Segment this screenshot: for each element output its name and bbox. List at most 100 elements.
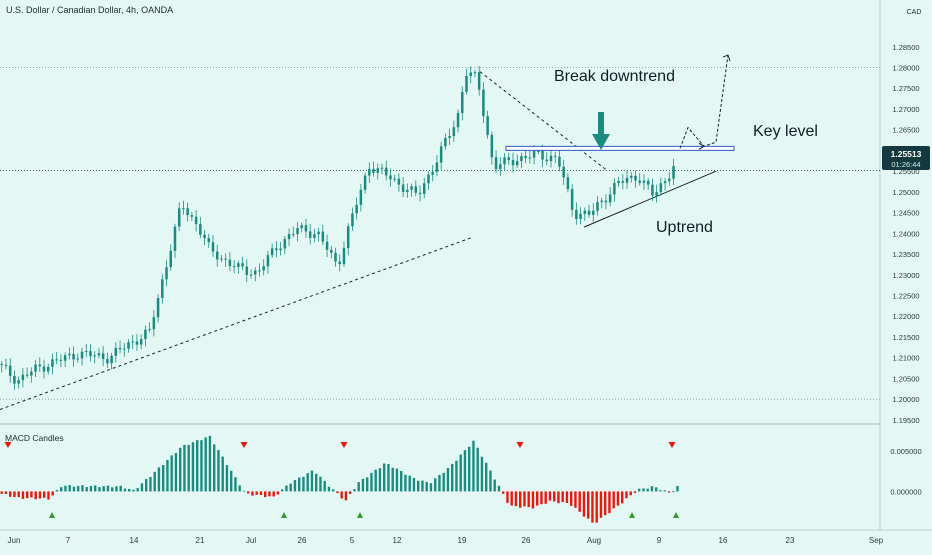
candle-body [630,175,633,178]
candle-body [173,226,177,251]
macd-bar [170,455,173,492]
macd-bar [663,490,666,492]
macd-bar [225,465,229,492]
candle-body [380,167,384,169]
macd-bar [629,491,632,496]
macd-bar [238,485,241,492]
candle-body [194,216,198,225]
candle-body [283,239,287,249]
key-level-line [505,145,735,151]
macd-bar [514,491,518,507]
candle-body [617,181,620,184]
macd-bar [404,474,407,492]
macd-bar [332,489,335,492]
macd-bar [38,491,42,499]
candle-body [224,258,227,260]
macd-bar [374,469,377,492]
macd-bar [340,491,343,499]
candle-body [275,248,278,251]
macd-signal-markers [4,442,679,518]
macd-bar [612,491,615,509]
candle-body [532,150,536,158]
price-badge-countdown: 01:26:44 [891,160,920,169]
price-axis[interactable] [880,0,932,550]
candle-body [72,353,75,360]
macd-bar [140,483,144,492]
candle-body [355,204,358,214]
macd-bar [327,486,331,492]
candle-body [110,355,113,364]
macd-bar [638,488,641,492]
candle-body [456,113,460,128]
candle-body [85,351,88,353]
macd-bar [366,477,369,492]
time-tick-label: 9 [657,536,662,545]
candle-body [13,375,16,384]
price-badge: 1.25513 01:26:44 [882,146,930,170]
macd-bar [276,491,280,495]
time-tick-label: Aug [587,536,601,545]
macd-bar [128,488,131,492]
candle-body [97,353,101,356]
candle-body [423,183,426,194]
macd-bar [604,491,607,516]
macd-bar [255,491,258,495]
buy-signal-icon [49,512,55,518]
macd-bar [599,491,603,518]
candle-body [51,359,54,367]
candle-body [118,347,122,350]
candle-body [0,363,3,365]
candle-body [80,351,84,359]
macd-bar [319,476,322,492]
price-tick-labels: 1.285001.280001.275001.270001.265001.260… [892,43,919,425]
macd-bar [4,491,8,495]
candle-body [152,317,156,330]
macd-bar [191,442,195,492]
candle-body [499,164,502,170]
macd-bar [183,444,186,492]
macd-tick-labels: 0.005000 0.000000 [890,447,921,497]
macd-bar [506,491,509,503]
candle-body [625,177,629,183]
macd-bar [89,486,93,492]
macd-bar [574,491,577,508]
candle-body [541,150,544,160]
candle-body [393,178,396,180]
candle-body [663,181,667,184]
macd-bar [633,491,637,493]
candle-body [220,258,223,260]
macd-bar [64,485,67,492]
time-tick-labels: Jun 7 14 21 Jul 26 5 12 19 26 Aug 9 16 23 Sep [8,536,884,545]
candle-body [583,210,587,214]
macd-bar [519,491,522,508]
price-tick-label: 1.21000 [892,354,919,363]
candle-body [613,183,616,195]
macd-bar [26,491,29,499]
candle-body [537,150,540,152]
macd-bar [536,491,539,506]
macd-bar [132,489,135,492]
macd-bar [34,491,37,500]
macd-bar [145,479,148,492]
macd-bar [353,489,356,492]
candle-body [165,267,168,280]
macd-bar [196,440,199,492]
macd-bar [166,459,169,492]
currency-label: CAD [907,9,922,16]
indicator-title: MACD Candles [5,433,64,443]
price-tick-label: 1.27500 [892,84,919,93]
candle-body [359,189,363,205]
candle-body [473,72,477,74]
candle-body [486,116,489,135]
candle-body [93,355,96,357]
macd-bar [13,491,16,498]
price-tick-label: 1.28500 [892,43,919,52]
candle-body [156,297,160,318]
macd-bar [242,490,246,492]
candle-body [507,157,510,161]
macd-bar [55,490,59,492]
candle-body [186,208,189,216]
candle-body [89,351,92,357]
candle-body [575,209,578,220]
